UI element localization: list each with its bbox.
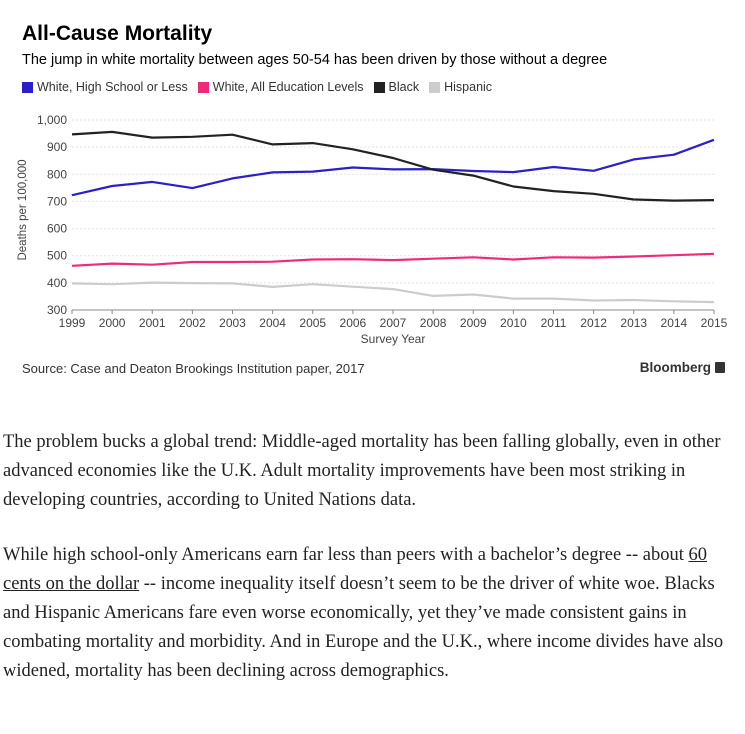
x-tick-label: 2009 <box>460 316 487 330</box>
x-tick-label: 2005 <box>299 316 326 330</box>
x-tick-label: 2013 <box>620 316 647 330</box>
chart: All-Cause Mortality The jump in white mo… <box>17 22 728 376</box>
brand-name: Bloomberg <box>639 360 711 375</box>
x-tick-label: 2011 <box>541 316 567 330</box>
income-link[interactable]: 60 cents on the dollar <box>3 545 707 594</box>
chart-plot: 300 400 500 600 700 800 900 1,000 1999 2000 2001 20… <box>17 113 728 346</box>
article-body: The problem bucks a global trend: Middle… <box>3 428 743 712</box>
article-text: -- income inequality itself doesn’t seem… <box>3 574 724 681</box>
legend-swatch <box>429 81 441 93</box>
y-tick-label: 900 <box>47 140 67 154</box>
x-tick-label: 2006 <box>340 316 367 330</box>
legend-label: Black <box>388 80 420 94</box>
x-tick-label: 2008 <box>420 316 447 330</box>
x-tick-label: 2004 <box>259 316 286 330</box>
series-line-3 <box>71 281 715 304</box>
series-line-1 <box>71 252 715 267</box>
legend-item-white-all: White, All Education Levels <box>197 80 364 94</box>
x-tick-label: 2012 <box>580 316 607 330</box>
x-tick-label: 2007 <box>380 316 407 330</box>
y-tick-label: 1,000 <box>37 113 67 127</box>
x-tick-label: 2010 <box>500 316 527 330</box>
chart-legend: White, High School or Less White, All Ed… <box>22 80 502 94</box>
y-tick-label: 600 <box>47 222 67 236</box>
x-tick-label: 2001 <box>139 316 166 330</box>
legend-item-black: Black <box>373 80 420 94</box>
article-text: While high school-only Americans earn fa… <box>3 545 689 565</box>
legend-label: White, All Education Levels <box>212 80 364 94</box>
brand-logo: Bloomberg <box>640 360 725 375</box>
y-tick-label: 800 <box>47 167 67 181</box>
y-tick-label: 300 <box>47 303 67 317</box>
y-tick-label: 700 <box>47 194 67 208</box>
legend-swatch <box>373 81 385 93</box>
x-axis-label: Survey Year <box>361 332 426 346</box>
x-tick-label: 2002 <box>179 316 206 330</box>
x-tick-label: 2015 <box>701 316 728 330</box>
x-tick-label: 2003 <box>219 316 246 330</box>
chart-subtitle: The jump in white mortality between ages… <box>22 52 608 68</box>
bloomberg-logo-icon <box>715 362 725 373</box>
legend-item-hispanic: Hispanic <box>429 80 492 94</box>
chart-source: Source: Case and Deaton Brookings Instit… <box>22 361 365 376</box>
y-tick-label: 400 <box>47 276 67 290</box>
series-line-0 <box>71 138 715 197</box>
series-line-2 <box>71 130 715 202</box>
x-tick-label: 2014 <box>661 316 688 330</box>
legend-swatch <box>197 81 209 93</box>
legend-item-white-hs: White, High School or Less <box>22 80 188 94</box>
x-tick-label: 2000 <box>99 316 126 330</box>
y-tick-label: 500 <box>47 249 67 263</box>
article-paragraph: While high school-only Americans earn fa… <box>3 541 743 686</box>
x-tick-label: 1999 <box>59 316 86 330</box>
article-paragraph: The problem bucks a global trend: Middle… <box>3 432 721 510</box>
legend-swatch <box>22 81 33 93</box>
legend-label: White, High School or Less <box>37 80 188 94</box>
chart-title: All-Cause Mortality <box>22 22 213 45</box>
legend-label: Hispanic <box>444 80 493 94</box>
y-axis-label: Deaths per 100,000 <box>17 159 29 260</box>
